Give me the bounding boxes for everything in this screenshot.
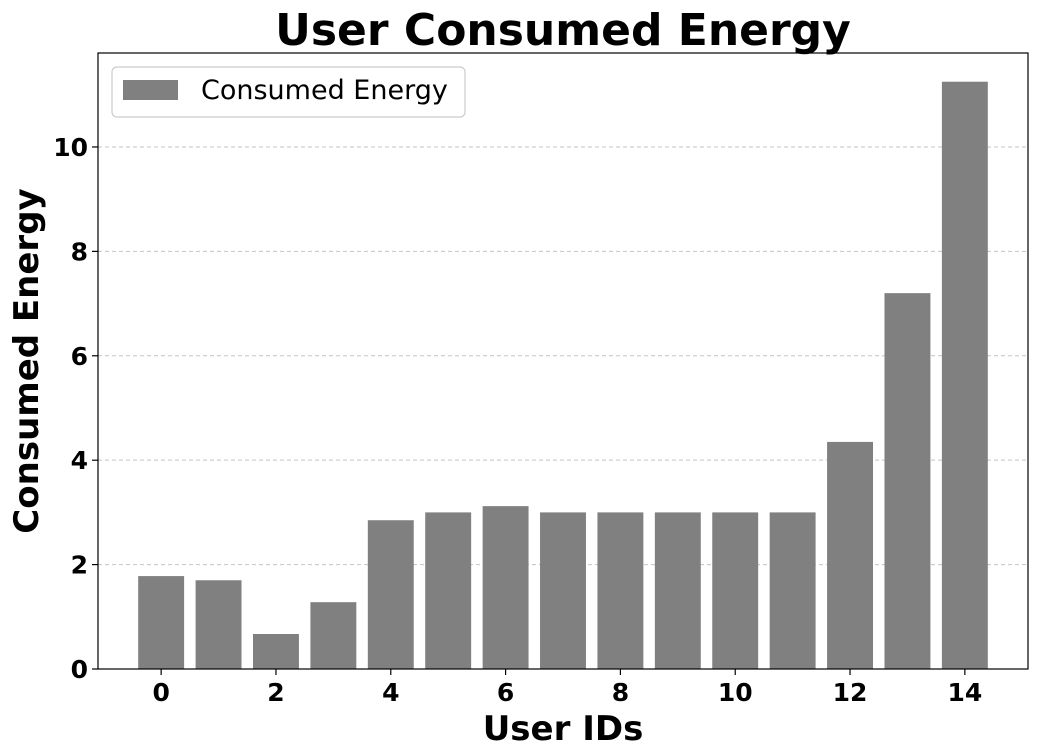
x-axis-ticks: 0 2 4 6 8 10 12 14 xyxy=(152,669,982,707)
bar-user-11 xyxy=(769,512,816,669)
bar-user-4 xyxy=(367,520,414,669)
bar-user-3 xyxy=(310,602,357,669)
x-tick-label: 0 xyxy=(152,678,169,707)
x-tick-label: 10 xyxy=(718,678,753,707)
bar-user-8 xyxy=(597,512,644,669)
bar-user-5 xyxy=(425,512,472,669)
y-tick-label: 4 xyxy=(71,446,88,475)
y-tick-label: 6 xyxy=(71,342,88,371)
x-tick-label: 8 xyxy=(612,678,629,707)
bar-user-1 xyxy=(195,580,242,669)
y-tick-label: 10 xyxy=(53,133,88,162)
y-tick-label: 0 xyxy=(71,655,88,684)
y-tick-label: 8 xyxy=(71,237,88,266)
x-tick-label: 14 xyxy=(947,678,982,707)
legend: Consumed Energy xyxy=(111,66,466,118)
y-axis-label: Consumed Energy xyxy=(7,188,47,533)
y-axis-ticks: 0 2 4 6 8 10 xyxy=(53,133,98,684)
x-tick-label: 4 xyxy=(382,678,399,707)
chart-title: User Consumed Energy xyxy=(275,5,851,56)
legend-frame xyxy=(111,66,466,118)
x-axis-label: User IDs xyxy=(483,709,644,749)
bar-user-0 xyxy=(138,576,185,669)
x-tick-label: 6 xyxy=(497,678,514,707)
legend-swatch xyxy=(123,80,178,100)
bar-user-14 xyxy=(941,81,988,670)
x-tick-label: 2 xyxy=(267,678,284,707)
y-tick-label: 2 xyxy=(71,551,88,580)
bar-user-10 xyxy=(712,512,759,669)
bar-user-9 xyxy=(654,512,701,669)
bars xyxy=(138,81,988,670)
bar-user-7 xyxy=(540,512,586,669)
plot-frame xyxy=(97,52,1029,670)
x-tick-label: 12 xyxy=(833,678,868,707)
legend-label: Consumed Energy xyxy=(201,75,448,106)
bar-user-13 xyxy=(884,293,931,669)
bar-user-12 xyxy=(827,441,873,669)
bar-user-2 xyxy=(253,634,299,669)
bar-user-6 xyxy=(482,506,529,669)
